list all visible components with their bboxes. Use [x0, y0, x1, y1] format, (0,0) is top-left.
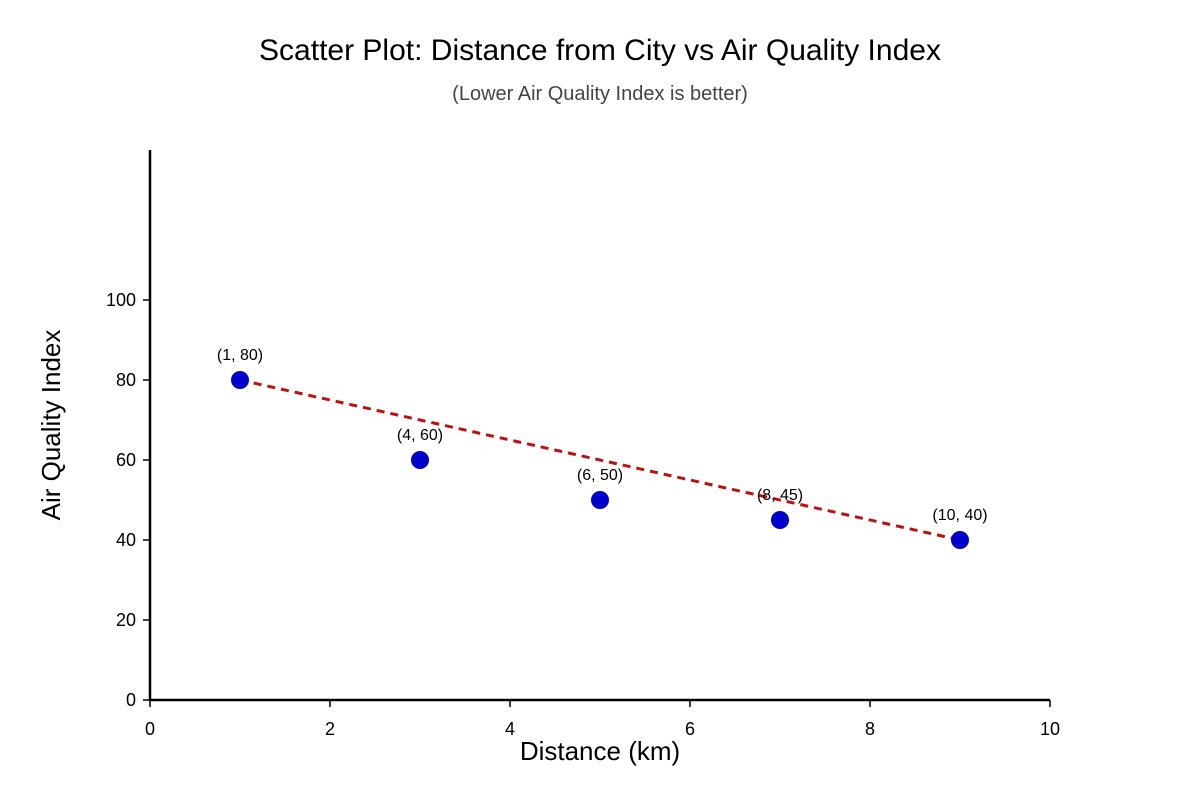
data-point-label: (10, 40): [932, 507, 987, 524]
y-tick-label: 0: [126, 690, 136, 710]
data-point: [591, 491, 609, 509]
y-tick-label: 80: [116, 370, 136, 390]
data-point: [411, 451, 429, 469]
y-tick-label: 60: [116, 450, 136, 470]
x-tick-label: 2: [325, 719, 335, 739]
data-point: [231, 371, 249, 389]
x-tick-label: 4: [505, 719, 515, 739]
y-tick-label: 100: [106, 290, 136, 310]
x-tick-label: 0: [145, 719, 155, 739]
point-labels: (1, 80) (4, 60) (6, 50) (8, 45) (10, 40): [217, 347, 988, 524]
axes: [148, 150, 1050, 702]
chart-title: Scatter Plot: Distance from City vs Air …: [259, 34, 941, 67]
y-axis-label: Air Quality Index: [36, 330, 66, 521]
x-tick-label: 6: [685, 719, 695, 739]
data-point-label: (4, 60): [397, 427, 443, 444]
chart-subtitle: (Lower Air Quality Index is better): [452, 83, 748, 105]
data-point-label: (8, 45): [757, 487, 803, 504]
x-tick-label: 8: [865, 719, 875, 739]
data-point: [771, 511, 789, 529]
y-tick-label: 20: [116, 610, 136, 630]
x-axis-label: Distance (km): [520, 736, 680, 766]
trend-line-layer: [239, 378, 961, 542]
x-tick-label: 10: [1040, 719, 1060, 739]
data-point: [951, 531, 969, 549]
data-points: [231, 371, 969, 549]
data-point-label: (6, 50): [577, 467, 623, 484]
y-tick-label: 40: [116, 530, 136, 550]
trend-line: [239, 378, 961, 542]
data-point-label: (1, 80): [217, 347, 263, 364]
